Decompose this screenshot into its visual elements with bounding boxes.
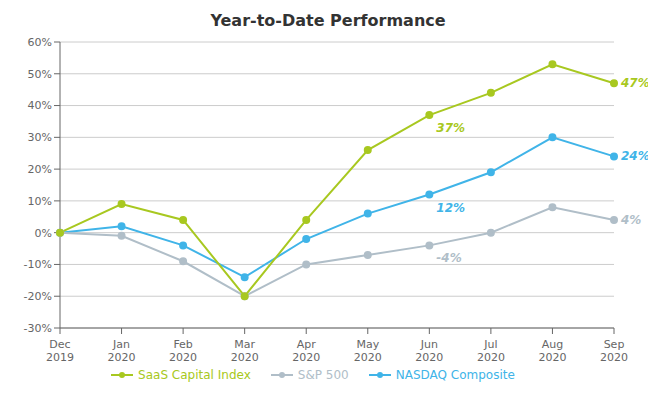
svg-text:Feb2020: Feb2020 <box>169 338 197 364</box>
svg-text:47%: 47% <box>620 76 648 90</box>
svg-text:30%: 30% <box>28 131 52 144</box>
html-text:SaaS Capital Index: SaaS Capital Index <box>138 368 251 382</box>
svg-text:4%: 4% <box>620 213 641 227</box>
html-text:Year-to-Date Performance: Year-to-Date Performance <box>210 11 446 30</box>
svg-text:Apr2020: Apr2020 <box>292 338 320 364</box>
svg-text:-4%: -4% <box>436 251 461 265</box>
svg-text:Aug2020: Aug2020 <box>538 338 566 364</box>
svg-text:-30%: -30% <box>24 322 52 335</box>
svg-text:-20%: -20% <box>24 290 52 303</box>
svg-text:40%: 40% <box>28 99 52 112</box>
svg-text:60%: 60% <box>28 36 52 49</box>
html-text:S&P 500: S&P 500 <box>297 368 349 382</box>
svg-text:Jun2020: Jun2020 <box>415 338 443 364</box>
svg-text:Dec2019: Dec2019 <box>46 338 74 364</box>
svg-text:-10%: -10% <box>24 258 52 271</box>
html-text:NASDAQ Composite: NASDAQ Composite <box>395 368 515 382</box>
svg-text:May2020: May2020 <box>354 338 382 364</box>
svg-text:24%: 24% <box>621 149 648 163</box>
svg-text:20%: 20% <box>28 163 52 176</box>
svg-text:12%: 12% <box>436 201 465 215</box>
svg-text:Sep2020: Sep2020 <box>600 338 628 364</box>
svg-text:37%: 37% <box>436 121 465 135</box>
svg-text:Mar2020: Mar2020 <box>231 338 259 364</box>
svg-text:Jan2020: Jan2020 <box>108 338 136 364</box>
svg-text:10%: 10% <box>28 195 52 208</box>
svg-text:Jul2020: Jul2020 <box>477 338 505 364</box>
svg-text:50%: 50% <box>28 68 52 81</box>
svg-text:0%: 0% <box>35 227 52 240</box>
